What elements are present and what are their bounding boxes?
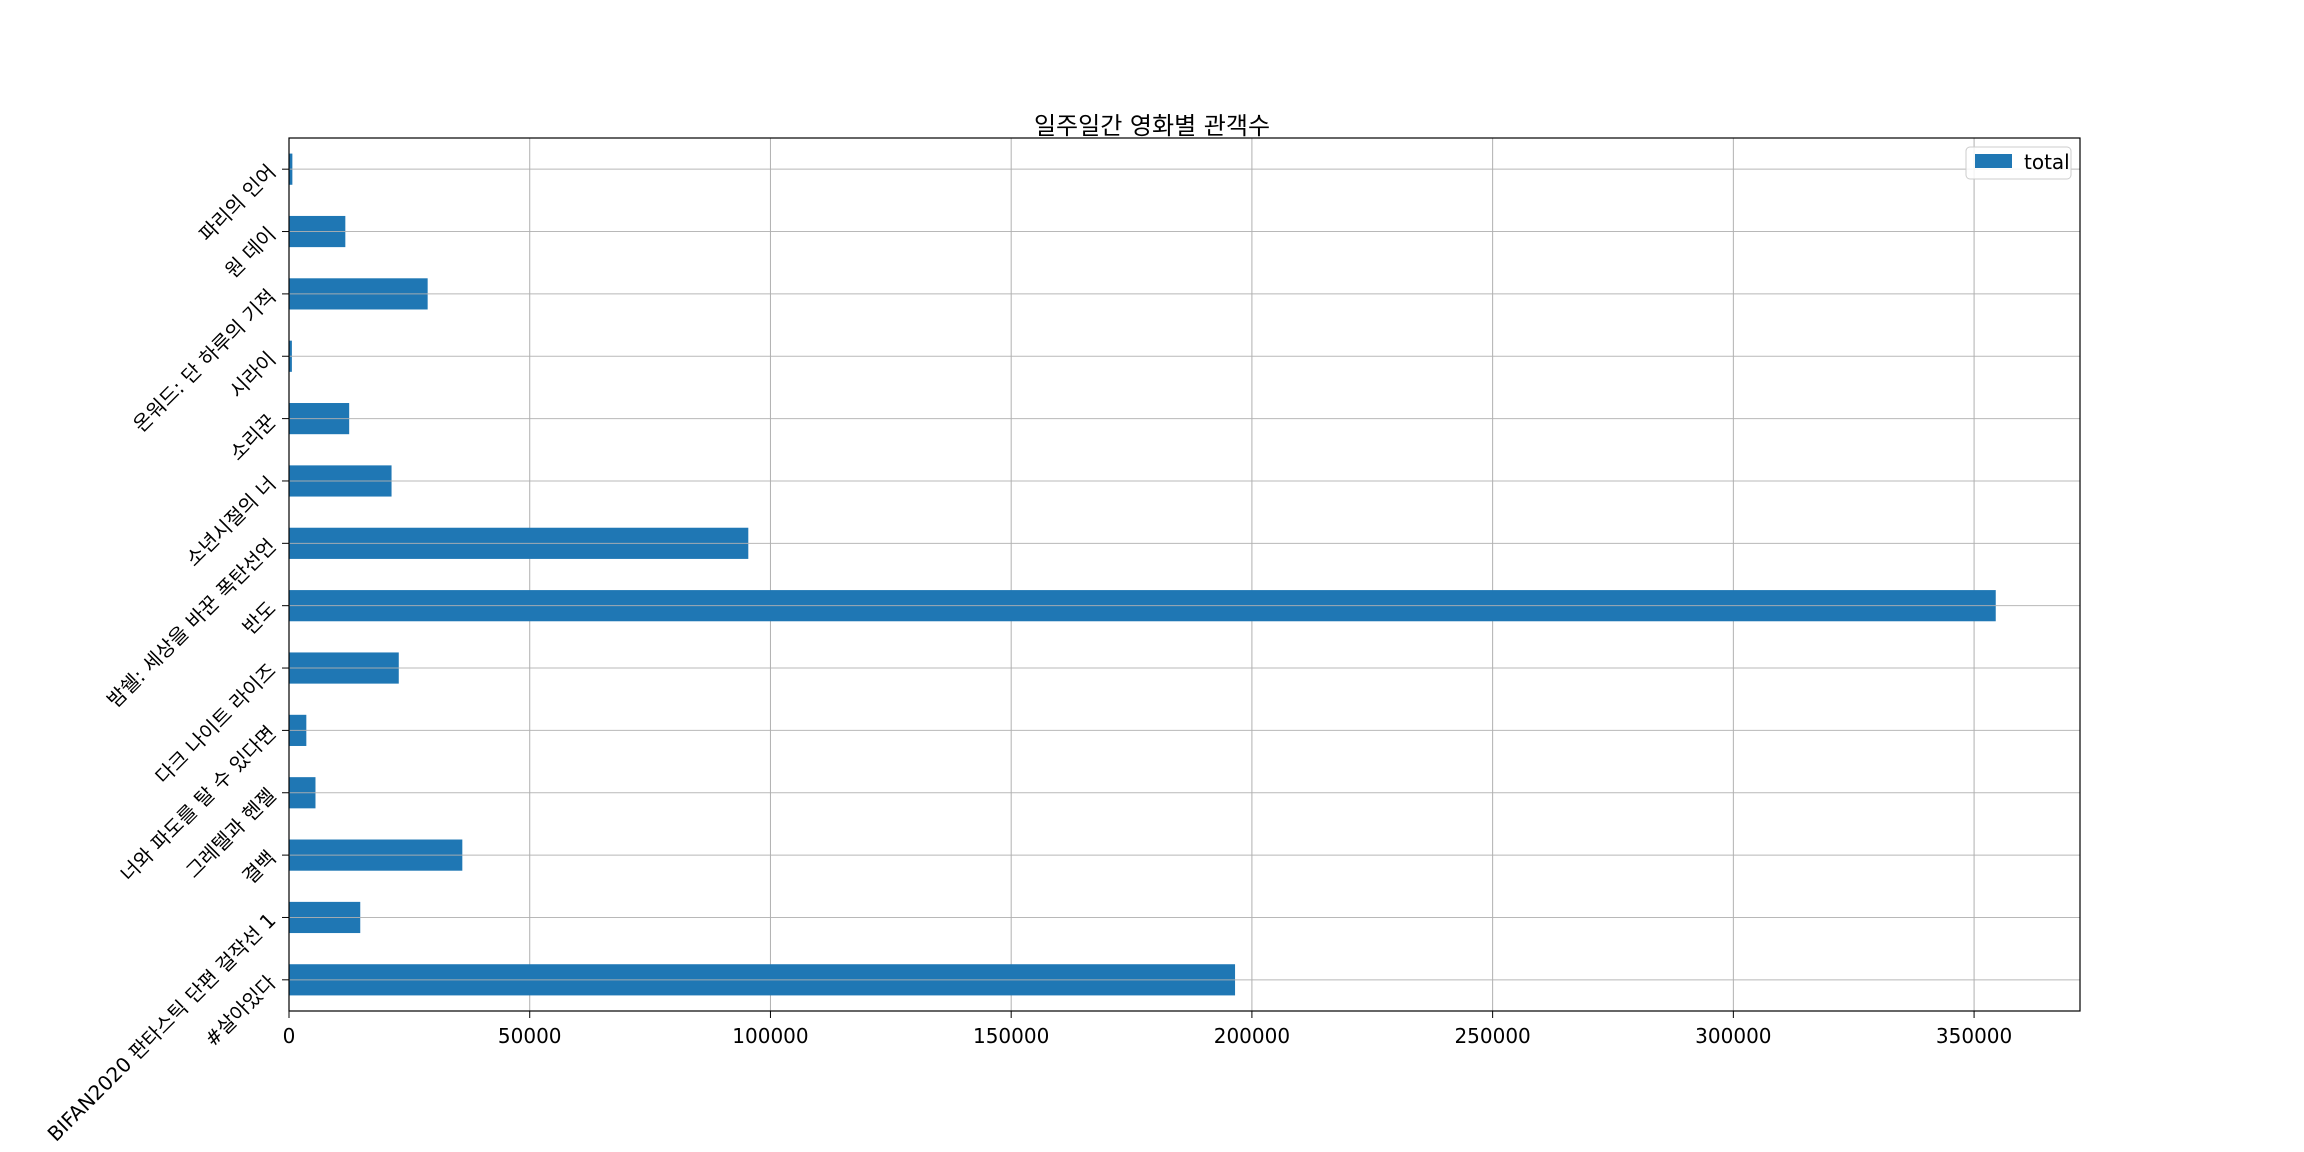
y-tick-label: 시라이 <box>225 347 281 403</box>
category-grid-lines <box>289 168 2080 981</box>
x-tick-label: 200000 <box>1214 1024 1290 1048</box>
x-tick-label: 350000 <box>1936 1024 2012 1048</box>
legend: total <box>1965 146 2072 180</box>
bars <box>289 153 1996 996</box>
y-tick-label: 소리꾼 <box>225 409 281 465</box>
x-tick-label: 250000 <box>1454 1024 1530 1048</box>
chart-title: 일주일간 영화별 관객수 <box>1034 112 1270 140</box>
x-tick-label: 50000 <box>498 1024 562 1048</box>
x-tick-label: 100000 <box>732 1024 808 1048</box>
legend-label: total <box>2024 150 2070 174</box>
y-tick-label: 원 데이 <box>220 222 281 283</box>
y-tick-label: BIFAN2020 판타스틱 단편 걸작선 1 <box>43 908 281 1146</box>
x-tick-label: 300000 <box>1695 1024 1771 1048</box>
y-tick-label: 결백 <box>238 846 281 889</box>
plot-frame <box>288 137 2081 1012</box>
legend-swatch <box>1975 154 2012 168</box>
x-tick-label: 0 <box>283 1024 296 1048</box>
y-tick-label: 반도 <box>238 596 281 639</box>
x-axis-ticks: 0 50000 100000 150000 200000 250000 300000 3500… <box>283 1011 2012 1048</box>
grid-lines <box>288 138 1975 1011</box>
x-tick-label: 150000 <box>973 1024 1049 1048</box>
